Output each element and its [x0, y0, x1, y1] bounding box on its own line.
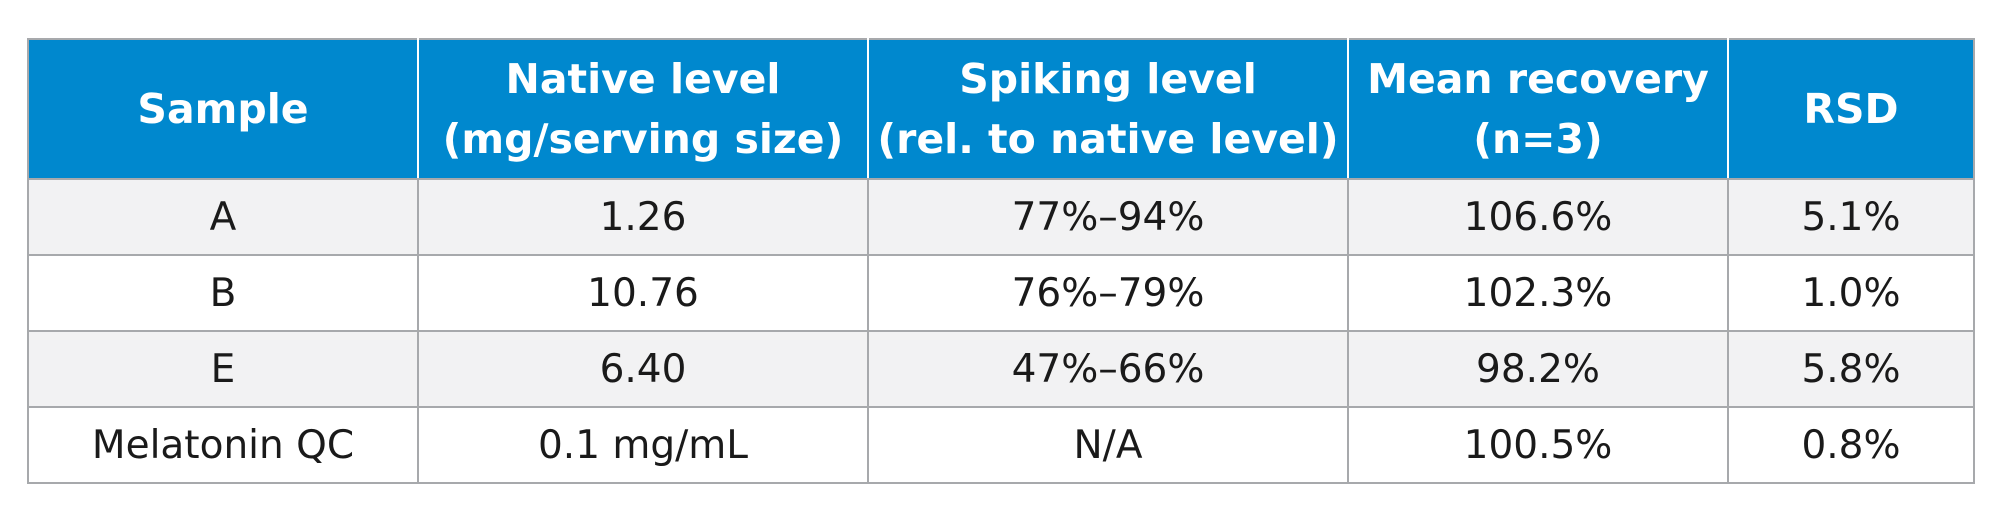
cell-spiking-level: 76%–79%: [867, 254, 1349, 332]
header-sample: Sample: [27, 38, 419, 180]
cell-rsd: 5.1%: [1727, 178, 1975, 256]
cell-spiking-level: N/A: [867, 406, 1349, 484]
header-mean-recovery-line1: Mean recovery: [1367, 55, 1709, 103]
cell-rsd: 0.8%: [1727, 406, 1975, 484]
recovery-table-container: Sample Native level (mg/serving size) Sp…: [27, 38, 1975, 484]
header-spiking-level-line2: (rel. to native level): [877, 115, 1339, 163]
table-row: B 10.76 76%–79% 102.3% 1.0%: [27, 254, 1975, 332]
header-rsd: RSD: [1727, 38, 1975, 180]
header-spiking-level-line1: Spiking level: [959, 55, 1257, 103]
header-native-level-line2: (mg/serving size): [442, 115, 844, 163]
header-rsd-label: RSD: [1803, 85, 1899, 133]
cell-sample: E: [27, 330, 419, 408]
header-sample-label: Sample: [137, 85, 309, 133]
cell-sample: B: [27, 254, 419, 332]
table-row: E 6.40 47%–66% 98.2% 5.8%: [27, 330, 1975, 408]
header-native-level-line1: Native level: [505, 55, 781, 103]
header-mean-recovery-line2: (n=3): [1473, 115, 1603, 163]
cell-sample: Melatonin QC: [27, 406, 419, 484]
cell-mean-recovery: 98.2%: [1347, 330, 1729, 408]
cell-mean-recovery: 106.6%: [1347, 178, 1729, 256]
cell-native-level: 10.76: [417, 254, 869, 332]
header-spiking-level: Spiking level (rel. to native level): [867, 38, 1349, 180]
header-row: Sample Native level (mg/serving size) Sp…: [27, 38, 1975, 180]
cell-mean-recovery: 100.5%: [1347, 406, 1729, 484]
header-native-level: Native level (mg/serving size): [417, 38, 869, 180]
cell-rsd: 1.0%: [1727, 254, 1975, 332]
table-row: A 1.26 77%–94% 106.6% 5.1%: [27, 178, 1975, 256]
table-row: Melatonin QC 0.1 mg/mL N/A 100.5% 0.8%: [27, 406, 1975, 484]
table-header: Sample Native level (mg/serving size) Sp…: [27, 38, 1975, 180]
cell-sample: A: [27, 178, 419, 256]
table-body: A 1.26 77%–94% 106.6% 5.1% B 10.76 76%–7…: [27, 178, 1975, 484]
recovery-table: Sample Native level (mg/serving size) Sp…: [27, 38, 1975, 484]
cell-native-level: 0.1 mg/mL: [417, 406, 869, 484]
cell-spiking-level: 77%–94%: [867, 178, 1349, 256]
cell-mean-recovery: 102.3%: [1347, 254, 1729, 332]
cell-native-level: 6.40: [417, 330, 869, 408]
cell-spiking-level: 47%–66%: [867, 330, 1349, 408]
header-mean-recovery: Mean recovery (n=3): [1347, 38, 1729, 180]
cell-rsd: 5.8%: [1727, 330, 1975, 408]
cell-native-level: 1.26: [417, 178, 869, 256]
